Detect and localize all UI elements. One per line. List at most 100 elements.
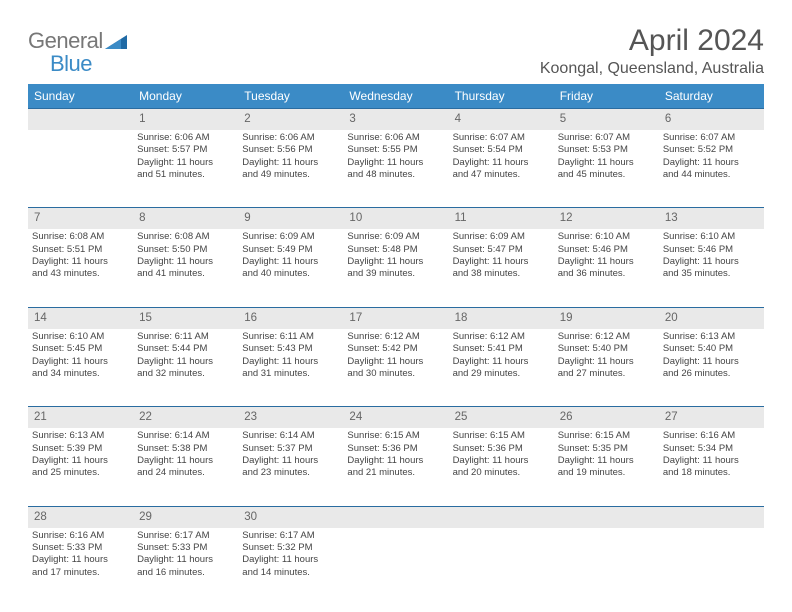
sunset-text: Sunset: 5:57 PM: [137, 144, 234, 156]
day-cell: Sunrise: 6:12 AMSunset: 5:41 PMDaylight:…: [449, 329, 554, 407]
day-number: 23: [238, 407, 343, 428]
sunrise-text: Sunrise: 6:06 AM: [347, 132, 444, 144]
daylight-text: and 30 minutes.: [347, 368, 444, 380]
daylight-text: Daylight: 11 hours: [242, 554, 339, 566]
sunrise-text: Sunrise: 6:07 AM: [453, 132, 550, 144]
sunrise-text: Sunrise: 6:06 AM: [137, 132, 234, 144]
day-number: 12: [554, 208, 659, 229]
daylight-text: Daylight: 11 hours: [347, 455, 444, 467]
sunrise-text: Sunrise: 6:11 AM: [242, 331, 339, 343]
day-cell: Sunrise: 6:09 AMSunset: 5:49 PMDaylight:…: [238, 229, 343, 307]
day-cell: Sunrise: 6:07 AMSunset: 5:53 PMDaylight:…: [554, 130, 659, 208]
sunrise-text: Sunrise: 6:12 AM: [347, 331, 444, 343]
day-number: 4: [449, 109, 554, 130]
sunrise-text: Sunrise: 6:14 AM: [137, 430, 234, 442]
day-header-row: Sunday Monday Tuesday Wednesday Thursday…: [28, 84, 764, 109]
sunrise-text: Sunrise: 6:15 AM: [453, 430, 550, 442]
daylight-text: and 38 minutes.: [453, 268, 550, 280]
day-cell: Sunrise: 6:10 AMSunset: 5:46 PMDaylight:…: [554, 229, 659, 307]
day-cell: Sunrise: 6:10 AMSunset: 5:45 PMDaylight:…: [28, 329, 133, 407]
day-number: 5: [554, 109, 659, 130]
day-number-row: 14151617181920: [28, 307, 764, 328]
day-cell: Sunrise: 6:12 AMSunset: 5:42 PMDaylight:…: [343, 329, 448, 407]
sunrise-text: Sunrise: 6:16 AM: [32, 530, 129, 542]
daylight-text: and 26 minutes.: [663, 368, 760, 380]
day-header: Saturday: [659, 84, 764, 109]
day-number: 11: [449, 208, 554, 229]
sunrise-text: Sunrise: 6:09 AM: [242, 231, 339, 243]
day-number-row: 21222324252627: [28, 407, 764, 428]
sunrise-text: Sunrise: 6:17 AM: [137, 530, 234, 542]
sunset-text: Sunset: 5:49 PM: [242, 244, 339, 256]
daylight-text: Daylight: 11 hours: [347, 356, 444, 368]
sunrise-text: Sunrise: 6:07 AM: [663, 132, 760, 144]
location: Koongal, Queensland, Australia: [540, 60, 764, 78]
sunset-text: Sunset: 5:37 PM: [242, 443, 339, 455]
day-cell: [28, 130, 133, 208]
day-number: 19: [554, 307, 659, 328]
sunrise-text: Sunrise: 6:07 AM: [558, 132, 655, 144]
sunset-text: Sunset: 5:52 PM: [663, 144, 760, 156]
sunset-text: Sunset: 5:34 PM: [663, 443, 760, 455]
sunset-text: Sunset: 5:47 PM: [453, 244, 550, 256]
sunrise-text: Sunrise: 6:08 AM: [137, 231, 234, 243]
day-number: 15: [133, 307, 238, 328]
daylight-text: Daylight: 11 hours: [347, 256, 444, 268]
daylight-text: and 24 minutes.: [137, 467, 234, 479]
daylight-text: Daylight: 11 hours: [558, 455, 655, 467]
sunset-text: Sunset: 5:48 PM: [347, 244, 444, 256]
daylight-text: and 23 minutes.: [242, 467, 339, 479]
day-header: Sunday: [28, 84, 133, 109]
sunset-text: Sunset: 5:54 PM: [453, 144, 550, 156]
day-content-row: Sunrise: 6:08 AMSunset: 5:51 PMDaylight:…: [28, 229, 764, 307]
sunrise-text: Sunrise: 6:15 AM: [558, 430, 655, 442]
daylight-text: Daylight: 11 hours: [663, 455, 760, 467]
daylight-text: Daylight: 11 hours: [453, 256, 550, 268]
daylight-text: Daylight: 11 hours: [663, 356, 760, 368]
sunset-text: Sunset: 5:35 PM: [558, 443, 655, 455]
daylight-text: Daylight: 11 hours: [453, 356, 550, 368]
sunset-text: Sunset: 5:33 PM: [137, 542, 234, 554]
daylight-text: Daylight: 11 hours: [137, 356, 234, 368]
daylight-text: and 35 minutes.: [663, 268, 760, 280]
day-number: 9: [238, 208, 343, 229]
day-cell: [449, 528, 554, 606]
daylight-text: and 31 minutes.: [242, 368, 339, 380]
daylight-text: and 16 minutes.: [137, 567, 234, 579]
day-cell: Sunrise: 6:15 AMSunset: 5:35 PMDaylight:…: [554, 428, 659, 506]
sunrise-text: Sunrise: 6:14 AM: [242, 430, 339, 442]
daylight-text: and 17 minutes.: [32, 567, 129, 579]
daylight-text: Daylight: 11 hours: [242, 356, 339, 368]
day-cell: Sunrise: 6:07 AMSunset: 5:54 PMDaylight:…: [449, 130, 554, 208]
daylight-text: and 49 minutes.: [242, 169, 339, 181]
daylight-text: Daylight: 11 hours: [32, 256, 129, 268]
daylight-text: Daylight: 11 hours: [137, 554, 234, 566]
day-number: 10: [343, 208, 448, 229]
sunrise-text: Sunrise: 6:12 AM: [453, 331, 550, 343]
header: General Blue April 2024 Koongal, Queensl…: [28, 24, 764, 78]
day-header: Tuesday: [238, 84, 343, 109]
day-number: 1: [133, 109, 238, 130]
day-number: [343, 506, 448, 527]
day-header: Friday: [554, 84, 659, 109]
daylight-text: and 41 minutes.: [137, 268, 234, 280]
daylight-text: and 32 minutes.: [137, 368, 234, 380]
day-content-row: Sunrise: 6:10 AMSunset: 5:45 PMDaylight:…: [28, 329, 764, 407]
day-number: 25: [449, 407, 554, 428]
day-number: 3: [343, 109, 448, 130]
sunset-text: Sunset: 5:38 PM: [137, 443, 234, 455]
daylight-text: Daylight: 11 hours: [558, 256, 655, 268]
day-cell: [343, 528, 448, 606]
day-number: 7: [28, 208, 133, 229]
sunset-text: Sunset: 5:44 PM: [137, 343, 234, 355]
day-number: 18: [449, 307, 554, 328]
month-title: April 2024: [540, 24, 764, 58]
day-number: 8: [133, 208, 238, 229]
daylight-text: and 21 minutes.: [347, 467, 444, 479]
sunset-text: Sunset: 5:39 PM: [32, 443, 129, 455]
daylight-text: and 48 minutes.: [347, 169, 444, 181]
day-number: [554, 506, 659, 527]
day-cell: Sunrise: 6:12 AMSunset: 5:40 PMDaylight:…: [554, 329, 659, 407]
sunrise-text: Sunrise: 6:16 AM: [663, 430, 760, 442]
daylight-text: Daylight: 11 hours: [137, 455, 234, 467]
